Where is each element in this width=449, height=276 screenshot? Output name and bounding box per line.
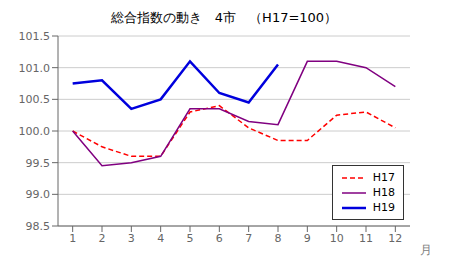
- html-text:H18: H18: [372, 186, 395, 199]
- svg-text:12: 12: [388, 232, 402, 245]
- svg-text:11: 11: [359, 232, 373, 245]
- svg-text:4: 4: [157, 232, 164, 245]
- html-text:H19: H19: [372, 201, 395, 214]
- html-text:H17: H17: [372, 171, 395, 184]
- html-text:総合指数の動き 4市 （H17=100）: 総合指数の動き 4市 （H17=100）: [110, 10, 338, 25]
- svg-text:99.5: 99.5: [26, 157, 51, 170]
- svg-text:月: 月: [420, 243, 432, 257]
- svg-text:6: 6: [216, 232, 223, 245]
- svg-text:100.0: 100.0: [19, 125, 51, 138]
- svg-text:101.5: 101.5: [19, 30, 51, 43]
- svg-text:1: 1: [69, 232, 76, 245]
- svg-text:9: 9: [304, 232, 311, 245]
- svg-text:2: 2: [99, 232, 106, 245]
- svg-text:99.0: 99.0: [26, 188, 51, 201]
- svg-text:8: 8: [275, 232, 282, 245]
- svg-text:3: 3: [128, 232, 135, 245]
- svg-text:98.5: 98.5: [26, 220, 51, 233]
- svg-text:101.0: 101.0: [19, 62, 51, 75]
- svg-text:5: 5: [187, 232, 194, 245]
- svg-text:7: 7: [245, 232, 252, 245]
- svg-text:100.5: 100.5: [19, 93, 51, 106]
- svg-text:10: 10: [330, 232, 344, 245]
